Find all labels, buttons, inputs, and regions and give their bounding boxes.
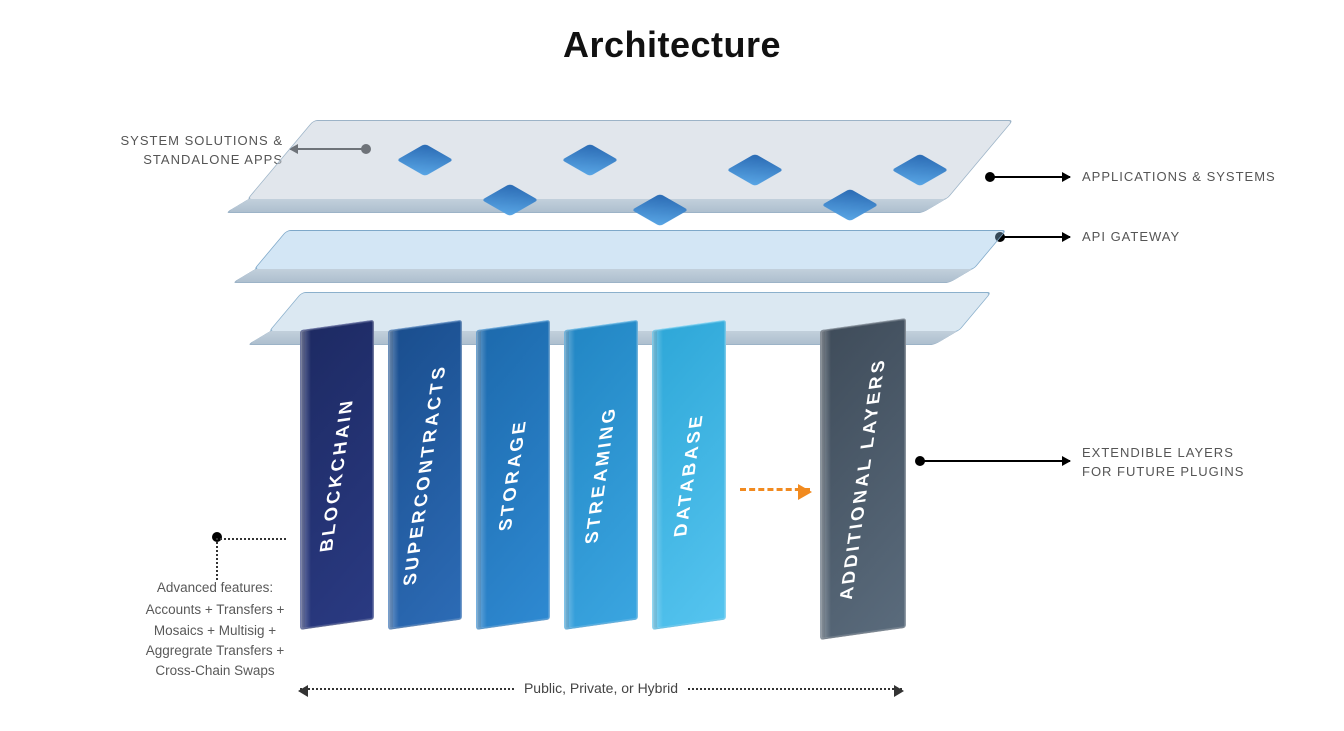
network-icon xyxy=(640,190,680,230)
layer-label: BLOCKCHAIN xyxy=(316,396,358,553)
anno-applications: APPLICATIONS & SYSTEMS xyxy=(1082,168,1276,187)
span-label: Public, Private, or Hybrid xyxy=(514,680,688,696)
leader-extensible xyxy=(920,460,1070,462)
anno-api-gateway: API GATEWAY xyxy=(1082,228,1180,247)
exchange-icon xyxy=(735,150,775,190)
page-title: Architecture xyxy=(563,24,781,66)
layer-label: STORAGE xyxy=(495,417,531,532)
anno-extensible: EXTENDIBLE LAYERSFOR FUTURE PLUGINS xyxy=(1082,444,1244,482)
globe-gear-icon xyxy=(570,140,610,180)
layer-streaming: STREAMING xyxy=(564,320,638,630)
expand-arrow xyxy=(740,488,810,491)
anno-advanced-body: Accounts + Transfers +Mosaics + Multisig… xyxy=(115,600,315,681)
layer-label: SUPERCONTRACTS xyxy=(399,363,450,587)
person-laptop-icon xyxy=(405,140,445,180)
slab-api-gateway xyxy=(253,230,1007,270)
layer-database: DATABASE xyxy=(652,320,726,630)
iso-stage xyxy=(260,120,1000,340)
leader-applications xyxy=(990,176,1070,178)
anno-advanced-title: Advanced features: xyxy=(115,578,315,598)
dotted-features-horiz xyxy=(216,538,286,540)
stack-icon xyxy=(490,180,530,220)
anno-advanced-features: Advanced features: Accounts + Transfers … xyxy=(115,578,315,681)
layer-storage: STORAGE xyxy=(476,320,550,630)
slab-applications xyxy=(246,120,1013,200)
layer-additional-layers: ADDITIONAL LAYERS xyxy=(820,318,906,640)
layer-label: DATABASE xyxy=(670,411,708,538)
layer-supercontracts: SUPERCONTRACTS xyxy=(388,320,462,630)
chip-icon xyxy=(830,185,870,225)
layer-blockchain: BLOCKCHAIN xyxy=(300,320,374,630)
apps-icon xyxy=(900,150,940,190)
dot-features xyxy=(212,532,222,542)
layer-label: ADDITIONAL LAYERS xyxy=(836,356,890,602)
leader-api-gateway xyxy=(1000,236,1070,238)
layer-panels: BLOCKCHAIN SUPERCONTRACTS STORAGE STREAMING… xyxy=(300,330,906,640)
span-indicator: Public, Private, or Hybrid xyxy=(300,688,902,690)
dotted-features-vert xyxy=(216,538,218,580)
layer-label: STREAMING xyxy=(581,404,621,545)
anno-system-solutions: SYSTEM SOLUTIONS &STANDALONE APPS xyxy=(113,132,283,170)
